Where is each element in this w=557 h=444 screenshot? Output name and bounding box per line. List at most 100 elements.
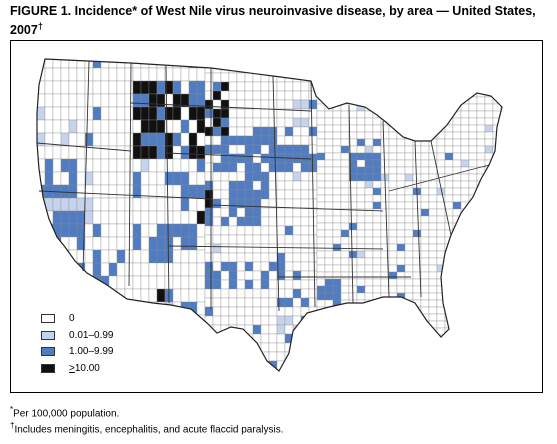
county-cell: [468, 243, 478, 252]
county-cell: [412, 96, 422, 105]
county-cell: [340, 89, 350, 98]
county-cell: [60, 59, 70, 69]
county-cell: [380, 131, 390, 140]
county-cell: [125, 380, 133, 392]
county-cell: [476, 264, 486, 273]
county-cell: [372, 271, 382, 280]
county-cell: [140, 158, 150, 173]
county-cell: [468, 369, 478, 371]
county-cell: [476, 82, 486, 91]
county-cell: [420, 110, 430, 119]
county-cell: [468, 110, 478, 119]
county-cell: [380, 362, 390, 371]
county-cell: [332, 166, 342, 175]
county-cell: [140, 340, 150, 355]
county-cell: [500, 145, 502, 154]
county-cell: [364, 159, 374, 168]
county-cell: [252, 63, 262, 74]
county-cell: [340, 313, 350, 322]
county-cell: [316, 229, 326, 238]
county-cell: [172, 236, 182, 251]
county-cell: [436, 355, 446, 364]
county-cell: [268, 342, 278, 353]
county-cell: [300, 126, 310, 137]
county-cell: [132, 132, 142, 147]
county-cell: [509, 118, 517, 125]
county-cell: [308, 297, 318, 308]
county-cell: [324, 369, 334, 371]
county-cell: [348, 215, 358, 224]
county-cell: [356, 278, 366, 287]
county-cell: [228, 369, 238, 371]
county-cell: [292, 351, 302, 362]
county-cell: [148, 340, 158, 355]
county-cell: [316, 313, 326, 322]
county-cell: [244, 261, 254, 272]
county-cell: [316, 110, 326, 119]
county-cell: [452, 59, 462, 63]
county-cell: [380, 320, 390, 329]
county-cell: [500, 292, 502, 301]
county-cell: [180, 119, 190, 134]
county-cell: [397, 377, 405, 384]
county-cell: [284, 288, 294, 299]
county-cell: [444, 180, 454, 189]
county-cell: [452, 152, 462, 161]
county-cell: [420, 96, 430, 105]
county-cell: [492, 320, 502, 329]
county-cell: [492, 208, 502, 217]
county-cell: [244, 216, 254, 227]
county-cell: [364, 145, 374, 154]
county-cell: [500, 250, 502, 259]
county-cell: [348, 96, 358, 105]
county-cell: [340, 348, 350, 357]
county-cell: [316, 131, 326, 140]
county-cell: [420, 285, 430, 294]
county-cell: [68, 288, 78, 303]
county-cell: [484, 369, 494, 371]
county-cell: [236, 90, 246, 101]
county-cell: [316, 334, 326, 343]
county-cell: [484, 348, 494, 357]
county-cell: [181, 380, 189, 392]
county-cell: [444, 159, 454, 168]
county-cell: [436, 285, 446, 294]
county-cell: [204, 369, 214, 371]
county-cell: [468, 292, 478, 301]
county-cell: [348, 61, 358, 70]
county-cell: [292, 171, 302, 182]
county-cell: [412, 82, 422, 91]
county-cell: [332, 236, 342, 245]
county-cell: [509, 314, 517, 321]
county-cell: [172, 158, 182, 173]
county-cell: [484, 264, 494, 273]
county-cell: [364, 257, 374, 266]
county-cell: [196, 353, 206, 368]
county-cell: [412, 313, 422, 322]
county-cell: [436, 117, 446, 126]
county-cell: [84, 249, 94, 264]
county-cell: [460, 292, 470, 301]
county-cell: [228, 252, 238, 263]
county-cell: [509, 195, 517, 202]
county-cell: [364, 243, 374, 252]
county-cell: [324, 229, 334, 238]
county-cell: [420, 334, 430, 343]
county-cell: [428, 334, 438, 343]
county-cell: [388, 264, 398, 273]
county-cell: [180, 262, 190, 277]
county-cell: [388, 103, 398, 112]
footnote-1: *Per 100,000 population.: [10, 405, 120, 420]
county-cell: [156, 106, 166, 121]
county-cell: [412, 173, 422, 182]
county-cell: [133, 380, 141, 392]
county-cell: [316, 243, 326, 252]
county-cell: [277, 379, 285, 388]
county-cell: [340, 215, 350, 224]
county-cell: [436, 243, 446, 252]
county-cell: [268, 63, 278, 74]
county-cell: [428, 138, 438, 147]
map-frame: 0 0.01–0.99 1.00–9.99 >10.00: [10, 40, 543, 393]
county-cell: [428, 215, 438, 224]
county-cell: [300, 351, 310, 362]
